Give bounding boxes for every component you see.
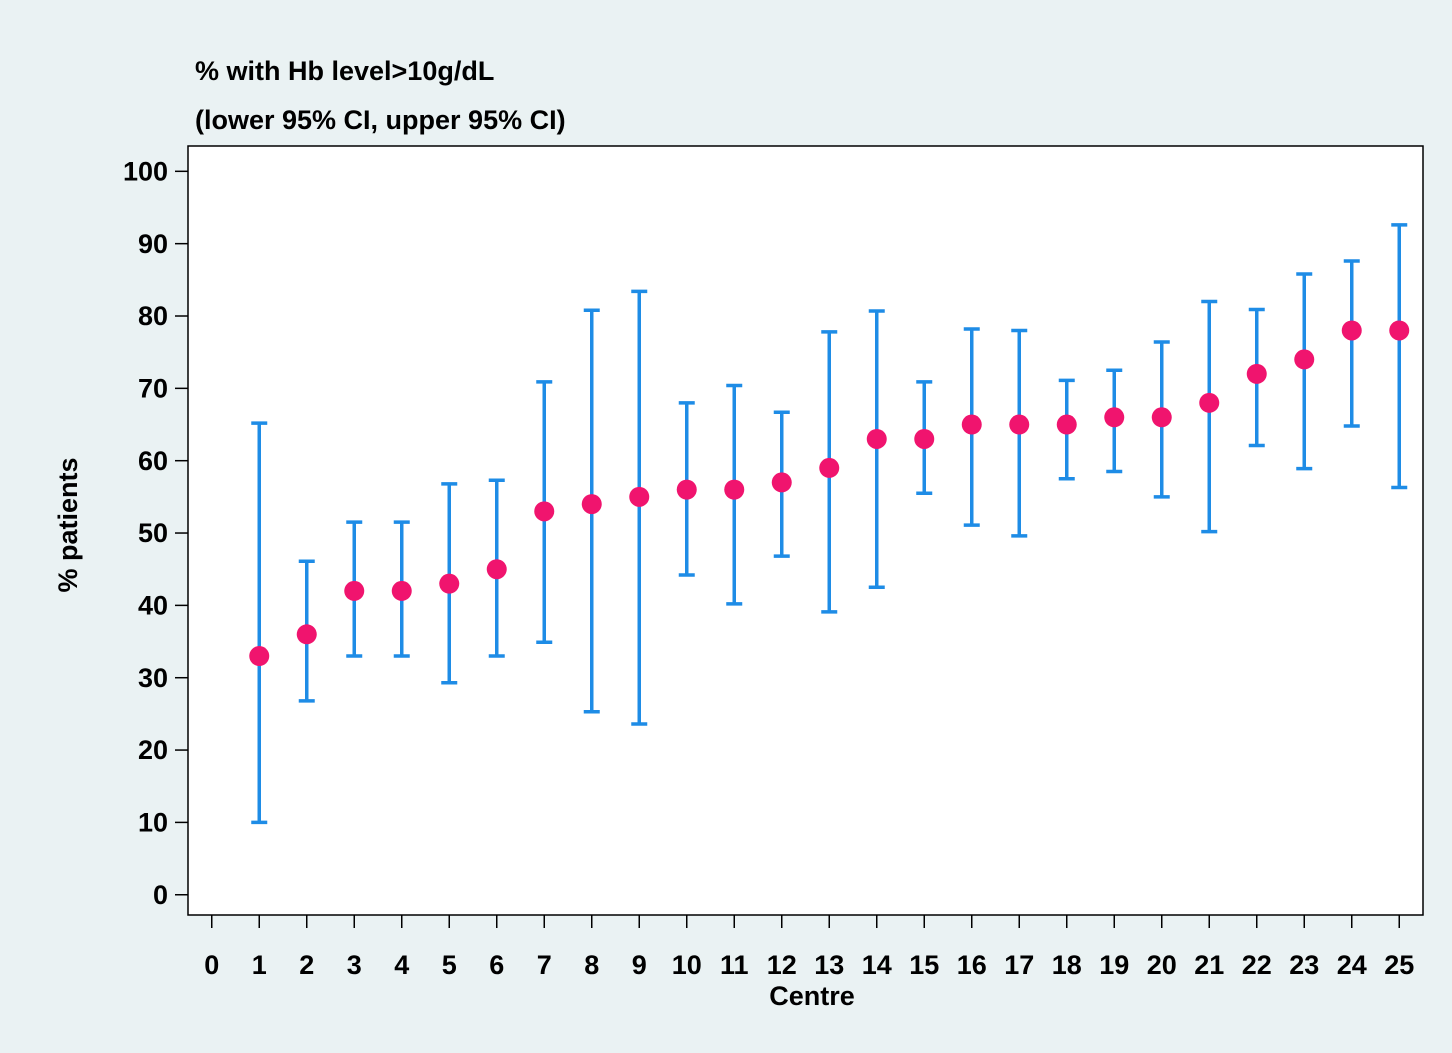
point [249, 646, 270, 667]
point [344, 580, 365, 601]
y-tick-label: 90 [138, 229, 168, 259]
x-tick-label: 18 [1052, 950, 1082, 980]
x-tick-label: 22 [1242, 950, 1272, 980]
point [439, 573, 460, 594]
point [534, 501, 555, 522]
point [1341, 320, 1362, 341]
x-tick-label: 21 [1194, 950, 1224, 980]
x-tick-label: 16 [957, 950, 987, 980]
x-tick-label: 15 [909, 950, 939, 980]
point [1151, 407, 1172, 428]
point [866, 428, 887, 449]
y-tick-label: 10 [138, 808, 168, 838]
point [1246, 363, 1267, 384]
point [819, 457, 840, 478]
x-tick-label: 2 [299, 950, 314, 980]
y-tick-label: 80 [138, 301, 168, 331]
x-tick-label: 7 [537, 950, 552, 980]
point [771, 472, 792, 493]
x-tick-label: 25 [1384, 950, 1414, 980]
y-tick-label: 60 [138, 446, 168, 476]
x-tick-label: 6 [489, 950, 504, 980]
point [296, 624, 317, 645]
y-tick-label: 0 [153, 880, 168, 910]
x-tick-label: 17 [1004, 950, 1034, 980]
point [961, 414, 982, 435]
x-tick-label: 23 [1289, 950, 1319, 980]
chart-title: % with Hb level>10g/dL [195, 56, 494, 86]
x-tick-label: 1 [252, 950, 267, 980]
y-axis-label: % patients [53, 457, 83, 592]
point [1104, 407, 1125, 428]
x-tick-label: 13 [814, 950, 844, 980]
x-tick-label: 19 [1099, 950, 1129, 980]
point [914, 428, 935, 449]
point [581, 494, 602, 515]
y-tick-label: 30 [138, 663, 168, 693]
point [1199, 392, 1220, 413]
plot-area [187, 145, 1424, 916]
x-tick-label: 5 [442, 950, 457, 980]
x-tick-label: 4 [394, 950, 409, 980]
x-tick-label: 0 [204, 950, 219, 980]
x-tick-label: 11 [720, 950, 749, 980]
x-tick-label: 8 [584, 950, 599, 980]
y-tick-label: 70 [138, 373, 168, 403]
point [1294, 349, 1315, 370]
y-tick-label: 20 [138, 735, 168, 765]
point [676, 479, 697, 500]
point [1009, 414, 1030, 435]
point [1389, 320, 1410, 341]
point [391, 580, 412, 601]
chart-subtitle: (lower 95% CI, upper 95% CI) [195, 105, 566, 135]
x-axis-label: Centre [769, 981, 855, 1011]
x-tick-label: 9 [632, 950, 647, 980]
point [1056, 414, 1077, 435]
y-tick-label: 40 [138, 590, 168, 620]
x-tick-label: 14 [862, 950, 892, 980]
y-tick-label: 100 [123, 156, 168, 186]
point [486, 559, 507, 580]
x-tick-label: 12 [767, 950, 797, 980]
point [629, 486, 650, 507]
x-tick-label: 24 [1337, 950, 1367, 980]
x-tick-label: 10 [672, 950, 702, 980]
point [724, 479, 745, 500]
x-tick-label: 20 [1147, 950, 1177, 980]
x-tick-label: 3 [347, 950, 362, 980]
y-tick-label: 50 [138, 518, 168, 548]
